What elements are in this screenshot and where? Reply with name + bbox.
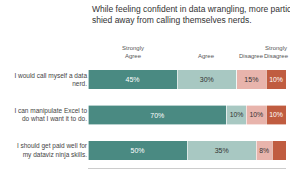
svg-text:50%: 50% [130,147,144,154]
svg-text:10%: 10% [269,76,283,83]
svg-text:10%: 10% [249,111,263,118]
svg-text:I can manipulate Excel todo wh: I can manipulate Excel todo what I want … [14,107,87,122]
svg-text:Agree: Agree [198,53,215,59]
svg-text:10%: 10% [269,111,283,118]
svg-text:35%: 35% [215,147,229,154]
svg-text:StronglyAgree: StronglyAgree [122,45,144,59]
svg-text:10%: 10% [230,111,244,118]
svg-text:45%: 45% [126,76,140,83]
svg-text:15%: 15% [244,76,258,83]
svg-text:8%: 8% [259,147,269,154]
svg-text:While feeling confident in dat: While feeling confident in data wranglin… [92,4,290,25]
svg-text:I would call myself a datanerd: I would call myself a datanerd. [14,72,87,87]
svg-text:Disagree: Disagree [239,53,264,59]
svg-text:30%: 30% [200,76,214,83]
svg-text:StronglyDisagree: StronglyDisagree [264,45,289,59]
svg-text:70%: 70% [150,112,164,119]
svg-text:I should get paid well formy d: I should get paid well formy dataviz nin… [17,142,88,158]
